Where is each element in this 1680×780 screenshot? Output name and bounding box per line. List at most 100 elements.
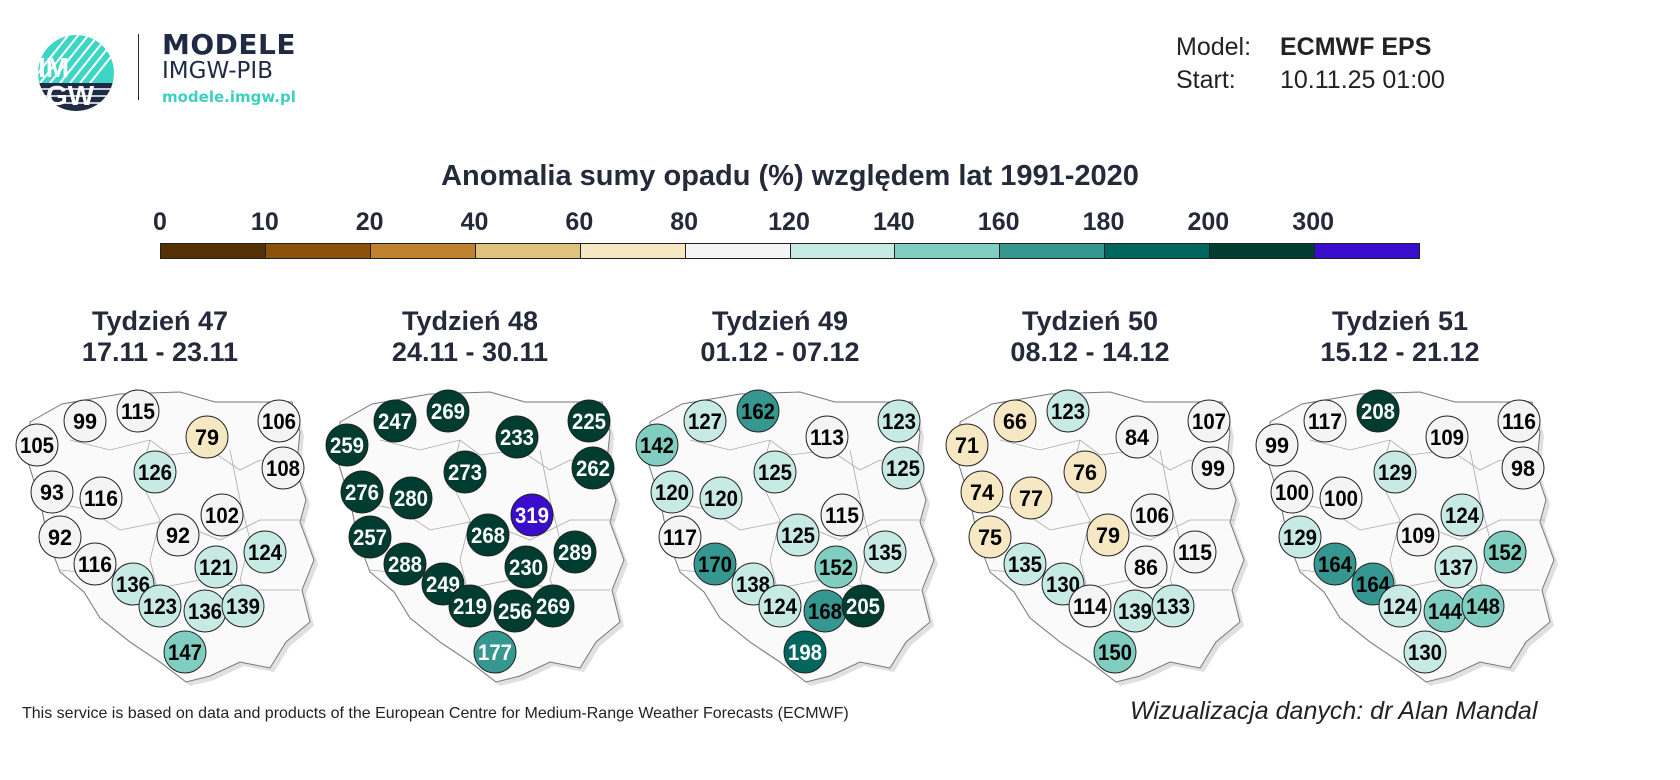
station-circle [243,530,287,574]
station-circle [1483,530,1527,574]
station-value: 130 [1408,640,1442,665]
station-circle [1009,476,1053,520]
station-marker: 123 [138,584,182,628]
poland-map: 259 247 269 233 225 262 273 276 280 319 257 268 288 2… [325,389,628,686]
start-label: Start: [1176,66,1236,94]
station-marker: 268 [466,513,510,557]
station-marker: 269 [531,584,575,628]
station-circle [1086,513,1130,557]
station-circle [495,415,539,459]
station-circle [1046,389,1090,433]
station-circle [1255,423,1299,467]
logo-title: MODELE [162,28,297,61]
station-circle [426,389,470,433]
station-marker: 77 [1009,476,1053,520]
station-marker: 288 [383,542,427,586]
station-marker: 115 [1173,530,1217,574]
station-marker: 219 [448,584,492,628]
station-marker: 123 [1046,389,1090,433]
station-circle [510,493,554,537]
station-marker: 92 [38,515,82,559]
station-value: 164 [1318,552,1353,577]
station-marker: 86 [1124,545,1168,589]
station-circle [325,423,369,467]
station-marker: 124 [1378,584,1422,628]
station-marker: 109 [1396,513,1440,557]
station-circle [221,584,265,628]
station-marker: 130 [1403,630,1447,674]
station-marker: 116 [79,476,123,520]
station-circle [466,513,510,557]
station-value: 71 [955,433,979,458]
station-marker: 125 [776,513,820,557]
station-value: 123 [882,409,916,434]
station-marker: 74 [960,470,1004,514]
region-border [69,439,301,471]
station-value: 105 [20,433,54,458]
station-circle [1403,630,1447,674]
station-value: 319 [515,503,549,528]
station-marker: 147 [163,630,207,674]
station-value: 100 [1324,486,1358,511]
station-value: 289 [558,540,592,565]
station-marker: 233 [495,415,539,459]
station-marker: 319 [510,493,554,537]
station-circle [200,493,244,537]
station-marker: 137 [1434,545,1478,589]
station-marker: 177 [473,630,517,674]
station-value: 121 [199,555,233,580]
station-marker: 139 [221,584,265,628]
station-circle [261,446,305,490]
station-circle [783,630,827,674]
station-value: 137 [1439,555,1473,580]
station-value: 148 [1466,594,1500,619]
station-circle [163,630,207,674]
station-marker: 121 [194,545,238,589]
station-marker: 106 [1130,493,1174,537]
colorbar-segment [1210,244,1316,258]
station-value: 115 [121,399,155,424]
colorbar-tick-label: 10 [250,208,279,236]
week-title: Tydzień 47 [91,306,229,336]
station-value: 117 [1308,409,1342,434]
station-value: 124 [1445,503,1480,528]
station-value: 84 [1125,425,1150,450]
station-marker: 225 [567,399,611,443]
station-value: 142 [640,433,674,458]
station-circle [73,542,117,586]
station-circle [736,389,780,433]
station-marker: 126 [133,450,177,494]
colorbar-segment [790,244,896,258]
station-marker: 76 [1063,450,1107,494]
station-marker: 107 [1187,399,1231,443]
station-marker: 256 [493,589,537,633]
station-value: 233 [500,425,534,450]
station-value: 98 [1511,456,1535,481]
station-marker: 259 [325,423,369,467]
station-value: 162 [741,399,775,424]
logo-url[interactable]: modele.imgw.pl [162,88,296,106]
station-circle [1396,513,1440,557]
station-value: 256 [498,599,532,624]
week-title: Tydzień 50 [1021,306,1159,336]
station-circle [1130,493,1174,537]
station-value: 205 [846,594,880,619]
colorbar-segment [1105,244,1211,258]
station-marker: 120 [650,470,694,514]
chart-title: Anomalia sumy opadu (%) względem lat 199… [441,160,1139,192]
station-marker: 289 [553,530,597,574]
station-marker: 142 [635,423,679,467]
station-value: 116 [78,552,112,577]
station-marker: 144 [1423,589,1467,633]
station-marker: 113 [805,415,849,459]
station-value: 247 [378,409,412,434]
station-marker: 124 [758,584,802,628]
station-marker: 100 [1319,476,1363,520]
station-value: 116 [1502,409,1536,434]
station-circle [1440,493,1484,537]
imgw-logo: IM GW [38,35,114,111]
week-dates: 15.12 - 21.12 [1320,337,1480,367]
poland-map: 99 117 208 109 116 98 129 100 100 124 129 109 164 152… [1255,389,1558,686]
station-circle [531,584,575,628]
station-circle [15,423,59,467]
